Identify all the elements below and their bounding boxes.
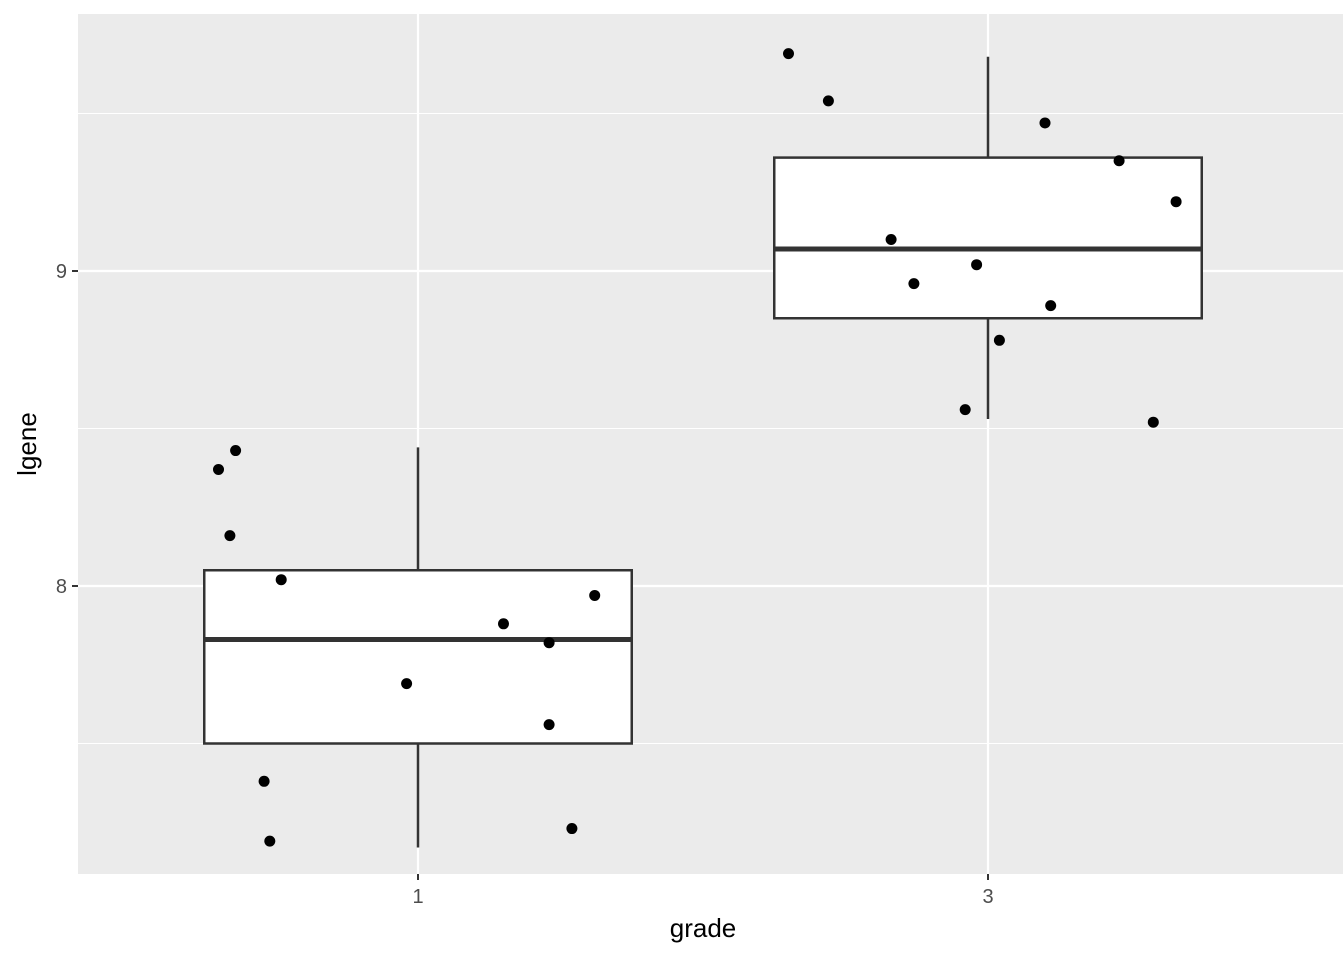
data-point: [971, 259, 983, 271]
axes: 8 9 1 3: [56, 261, 994, 908]
data-point: [1147, 416, 1159, 428]
data-point: [401, 678, 413, 690]
data-point: [908, 278, 920, 290]
data-point: [885, 234, 897, 245]
x-tick-label: 3: [982, 886, 993, 908]
x-tick-label: 1: [412, 886, 423, 908]
panel-background: [78, 14, 1343, 874]
boxes: [203, 56, 1203, 848]
data-point: [783, 48, 794, 60]
data-point: [959, 404, 971, 416]
box-iqr: [773, 156, 1203, 320]
data-point: [566, 823, 578, 835]
data-point: [993, 334, 1005, 346]
data-point: [213, 463, 224, 475]
data-point: [1039, 117, 1051, 129]
data-point: [1113, 155, 1125, 167]
data-point: [543, 719, 555, 731]
data-point: [543, 637, 555, 649]
data-point: [498, 618, 509, 630]
data-point: [1170, 196, 1182, 208]
data-point: [275, 574, 287, 586]
data-point: [1045, 300, 1057, 312]
y-tick-label: 9: [56, 261, 67, 283]
data-point: [264, 835, 276, 847]
data-point: [230, 445, 242, 457]
data-point: [224, 530, 236, 542]
data-point: [258, 775, 270, 787]
data-point: [822, 95, 834, 107]
x-axis-title: grade: [670, 913, 737, 943]
jitter-points: [213, 48, 1182, 847]
y-axis-title: lgene: [12, 412, 42, 476]
y-tick-label: 8: [56, 576, 67, 598]
data-point: [589, 589, 601, 601]
box-iqr: [203, 569, 633, 745]
